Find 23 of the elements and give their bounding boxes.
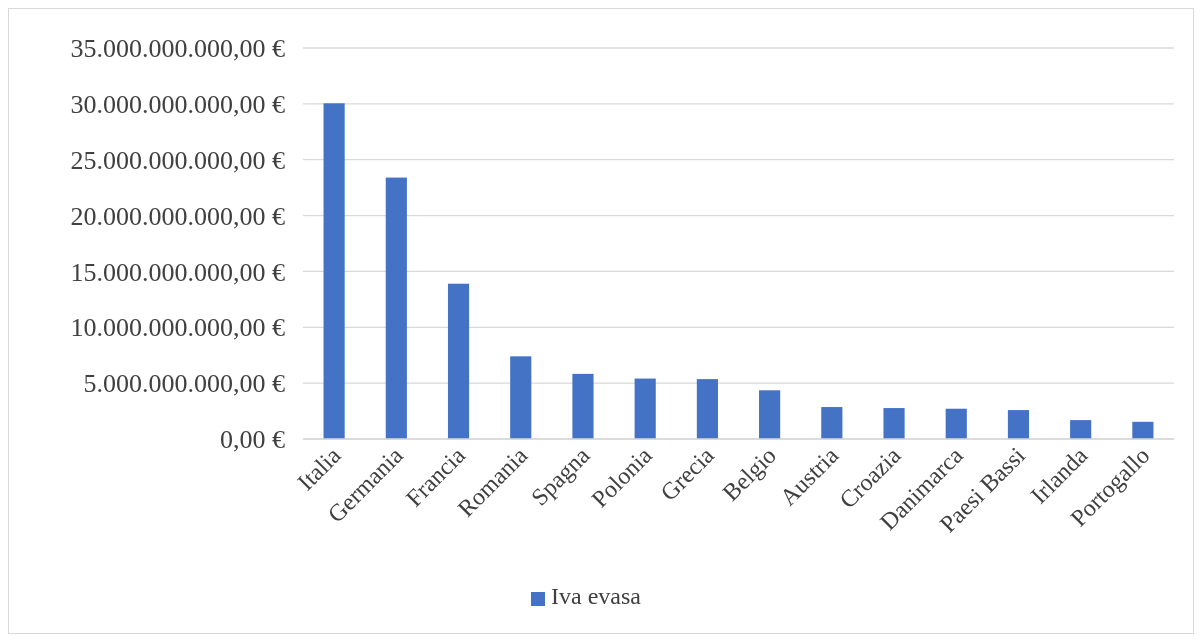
bar	[821, 407, 843, 439]
bar	[1070, 420, 1092, 439]
bar	[572, 373, 594, 439]
y-tick-label: 35.000.000.000,00 €	[70, 34, 285, 64]
bar	[1007, 410, 1030, 439]
bar	[696, 379, 718, 439]
bar	[385, 177, 407, 439]
bar	[510, 356, 532, 439]
bar	[447, 283, 470, 439]
bar	[323, 103, 345, 439]
y-tick-label: 15.000.000.000,00 €	[70, 257, 285, 287]
bar	[634, 378, 656, 439]
bar	[883, 408, 905, 439]
y-tick-label: 20.000.000.000,00 €	[70, 201, 285, 231]
y-tick-label: 0,00 €	[220, 425, 285, 455]
bar	[945, 408, 967, 439]
y-tick-label: 10.000.000.000,00 €	[70, 313, 285, 343]
y-tick-label: 5.000.000.000,00 €	[83, 369, 285, 399]
bar	[759, 390, 781, 439]
legend-label: Iva evasa	[551, 583, 642, 609]
y-tick-label: 30.000.000.000,00 €	[70, 89, 285, 119]
bar	[1132, 421, 1154, 439]
y-tick-label: 25.000.000.000,00 €	[70, 145, 285, 175]
